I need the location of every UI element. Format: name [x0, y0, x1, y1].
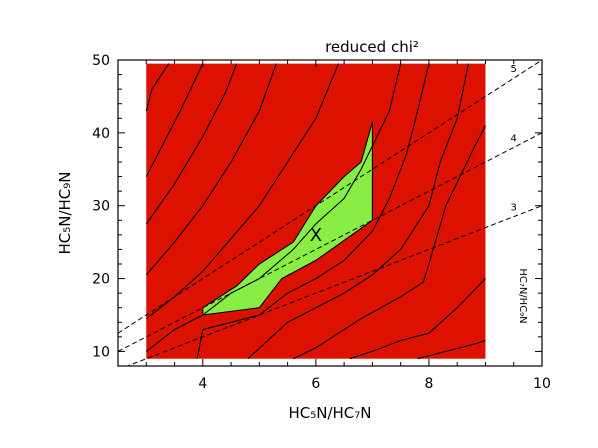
- x-axis-label: HC₅N/HC₇N: [288, 404, 371, 422]
- contour-line-10: [349, 278, 486, 360]
- best-fit-contour: [202, 121, 373, 316]
- ratio-line-layer: [118, 60, 542, 366]
- y-tick-label-30: 30: [92, 199, 110, 215]
- x-tick-label-8: 8: [424, 376, 433, 392]
- ratio-line-3: [126, 205, 542, 366]
- y-tick-label-40: 40: [92, 126, 110, 142]
- ratio-label-3: 3: [511, 203, 517, 214]
- x-tick-label-4: 4: [198, 376, 207, 392]
- contour-line-3: [145, 63, 238, 225]
- contour-line-5: [145, 63, 340, 320]
- ratio-label-4: 4: [511, 133, 517, 144]
- axis-text: 3 4 5 X 4 6 8 10 10 20 30 40 50: [92, 53, 551, 392]
- best-fit-region: [202, 121, 373, 316]
- y-tick-label-10: 10: [92, 344, 110, 360]
- axis-ticks: [118, 59, 543, 366]
- right-ratio-label: HC₇N/HC₉N: [517, 268, 528, 323]
- contour-line-2: [145, 63, 204, 177]
- y-tick-label-20: 20: [92, 272, 110, 288]
- contour-line-7: [196, 63, 430, 359]
- contour-line-1: [145, 63, 170, 112]
- ratio-label-5: 5: [511, 64, 517, 75]
- ratio-line-5: [118, 60, 542, 334]
- y-tick-label-50: 50: [92, 53, 110, 69]
- contour-line-9: [293, 125, 486, 360]
- x-tick-label-10: 10: [533, 376, 551, 392]
- contour-line-8: [247, 63, 470, 360]
- y-axis-label: HC₅N/HC₉N: [56, 171, 74, 254]
- x-tick-label-6: 6: [311, 376, 320, 392]
- contour-line-4: [145, 63, 277, 276]
- chart-title: reduced chi²: [325, 38, 419, 56]
- contour-line-11: [417, 339, 486, 360]
- chi2-fill-layer: [146, 63, 486, 359]
- contour-layer: [145, 63, 486, 360]
- best-fit-marker: X: [310, 225, 322, 246]
- plot-frame: [117, 59, 543, 367]
- plot-area: [118, 60, 542, 366]
- contour-line-6: [145, 63, 402, 352]
